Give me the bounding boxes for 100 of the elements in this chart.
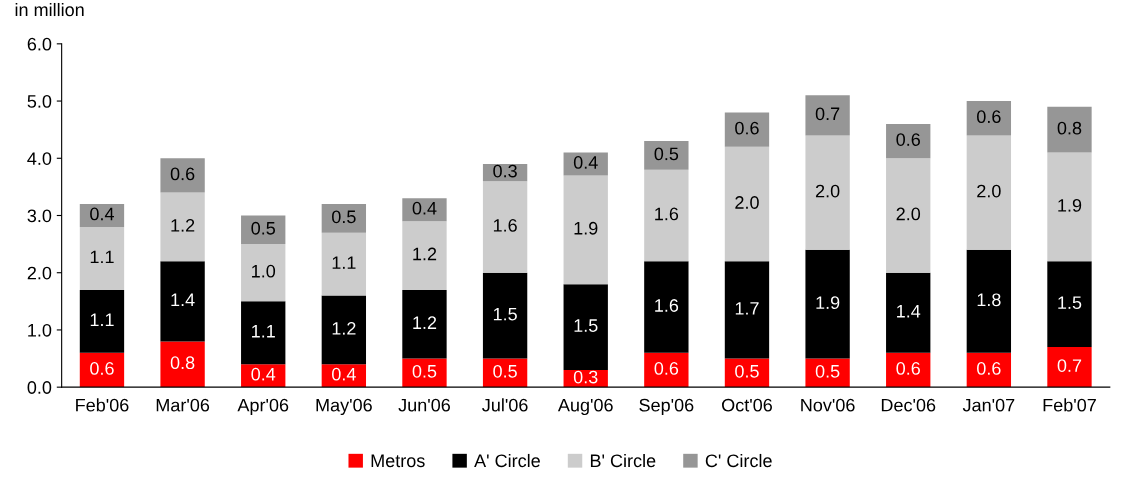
data-label: 1.7 [735,302,759,315]
bar [886,158,931,273]
bar [966,249,1012,353]
x-tick-label: Feb'07 [1043,398,1096,412]
bar [805,249,850,359]
data-label: 1.2 [413,247,437,261]
x-tick-label: Jul'06 [482,398,528,412]
bar [79,226,125,290]
legend-label: A' Circle [474,453,540,468]
bar [724,112,770,147]
x-tick-label: Nov'06 [801,398,855,412]
data-label: 1.4 [897,305,921,318]
x-tick-label: Jan'07 [962,398,1015,412]
data-label: 1.5 [574,319,598,332]
data-label: 1.1 [90,250,114,264]
y-tick-label: 1.0 [28,323,52,337]
data-label: 0.4 [573,156,598,169]
data-label: 0.4 [332,367,356,381]
data-label: 0.4 [90,207,114,221]
bar [321,232,367,296]
x-tick-label: Sep'06 [639,398,694,416]
data-label: 2.0 [815,184,840,198]
bar [79,204,125,227]
legend-label: C' Circle [705,453,772,468]
bar [886,123,931,159]
bar [160,261,205,342]
bar [644,352,689,388]
data-label: 0.6 [977,110,1001,124]
bar [321,295,367,365]
bar [1047,261,1092,348]
data-label: 0.6 [170,167,195,181]
y-tick-label: 4.0 [27,152,52,165]
y-tick-label: 0.0 [27,381,52,394]
bar [241,244,286,302]
bar [241,215,286,245]
bar [321,364,367,388]
x-tick-label: Mar'06 [156,398,210,412]
data-label: 2.0 [735,196,759,209]
data-label: 1.1 [332,256,356,269]
data-label: 2.0 [977,184,1001,198]
data-label: 1.4 [171,293,195,306]
bar [402,358,447,388]
data-label: 1.1 [90,313,114,327]
bar [724,146,770,262]
y-tick-label: 2.0 [27,266,52,280]
bar [563,284,608,370]
data-label: 0.6 [90,362,114,375]
y-tick-label: 3.0 [27,209,52,223]
x-tick-label: Jun'06 [398,398,450,412]
data-label: 1.5 [493,307,517,321]
x-tick-label: Dec'06 [881,398,936,412]
bar [160,341,205,388]
data-label: 0.5 [815,364,840,378]
bar [966,101,1012,136]
data-label: 0.5 [332,210,356,224]
data-label: 0.7 [1057,359,1082,372]
bar [724,358,770,388]
bar [966,352,1012,388]
bar [1047,152,1092,262]
bar [644,141,689,170]
data-label: 1.5 [1058,296,1082,310]
x-tick-label: Feb'06 [76,398,129,412]
bar [79,289,125,353]
bar [1047,106,1092,153]
data-label: 0.3 [573,370,598,384]
x-tick-label: Aug'06 [557,398,613,416]
data-label: 0.6 [654,362,679,375]
bar [482,358,528,388]
bar [402,198,447,222]
data-label: 0.5 [412,364,437,378]
y-tick-label: 6.0 [27,37,52,51]
data-label: 1.8 [977,293,1001,307]
data-label: 0.8 [170,356,195,370]
bar [886,352,931,388]
data-label: 2.0 [896,207,921,221]
data-label: 1.0 [252,264,276,278]
data-label: 1.9 [1058,198,1082,212]
data-label: 0.5 [654,147,679,161]
bar [241,301,286,365]
data-label: 0.6 [977,362,1001,375]
legend-label: B' Circle [590,453,656,468]
bar [805,358,850,388]
data-label: 0.5 [493,364,517,378]
y-axis-title: in million [15,2,84,17]
data-label: 1.2 [413,316,437,329]
data-label: 0.7 [815,107,840,121]
bar [644,261,689,353]
legend-label: Metros [371,454,425,468]
data-label: 1.2 [171,219,195,232]
data-label: 1.6 [655,207,679,221]
data-label: 1.6 [493,219,517,232]
data-label: 0.6 [896,362,920,375]
bar [805,135,850,250]
bar [79,352,125,388]
data-label: 0.5 [251,221,276,235]
bar [241,364,286,388]
x-tick-label: Oct'06 [722,398,772,412]
bar [160,158,205,193]
data-label: 0.4 [251,367,276,381]
bar [563,175,608,285]
